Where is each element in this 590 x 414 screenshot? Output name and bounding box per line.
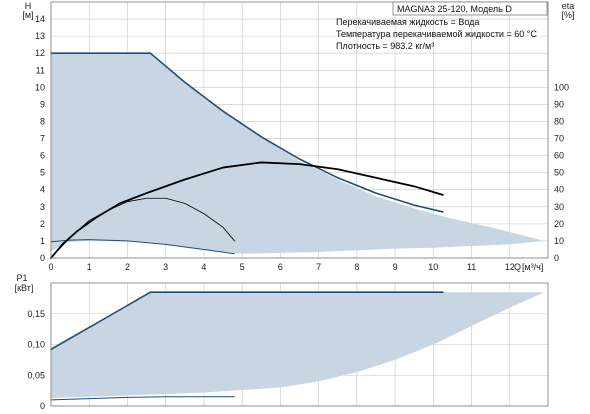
annotation-density: Плотность = 983.2 кг/м³ <box>336 41 434 51</box>
power-tick-label: 0,15 <box>27 309 45 319</box>
flow-axis-unit: [м³/ч] <box>522 262 543 272</box>
flow-tick-label: 11 <box>467 262 476 272</box>
head-tick-label: 2 <box>40 219 45 229</box>
flow-tick-label: 7 <box>316 262 321 272</box>
flow-tick-label: 2 <box>125 262 130 272</box>
head-tick-label: 6 <box>40 151 45 161</box>
eta-tick-label: 40 <box>554 185 564 195</box>
flow-tick-label: 3 <box>163 262 168 272</box>
head-axis-label: H <box>25 1 32 11</box>
head-tick-label: 3 <box>40 202 45 212</box>
head-tick-label: 10 <box>35 82 45 92</box>
flow-tick-label: 1 <box>87 262 92 272</box>
annotation-temperature: Температура перекачиваемой жидкости = 60… <box>336 29 537 39</box>
head-axis-unit: [м] <box>22 10 33 20</box>
head-tick-label: 0 <box>40 253 45 263</box>
max-efficiency-curve <box>50 161 444 259</box>
eta-tick-label: 20 <box>554 219 564 229</box>
bottom-plot-frame <box>50 282 549 407</box>
flow-tick-label: 4 <box>201 262 206 272</box>
power-axis-unit: [кВт] <box>15 283 34 293</box>
head-efficiency-panel: 0 1 2 3 4 5 6 7 8 9 10 11 12012345678910111213140102… <box>35 1 569 272</box>
head-tick-label: 11 <box>36 65 45 75</box>
head-tick-label: 1 <box>40 236 45 246</box>
flow-tick-label: 9 <box>393 262 398 272</box>
top-plot-frame <box>50 1 549 259</box>
flow-tick-label: 12 <box>505 262 515 272</box>
eta-axis-label: eta <box>562 1 575 11</box>
head-tick-label: 12 <box>35 48 45 58</box>
min-efficiency-curve <box>50 197 235 259</box>
power-area <box>51 292 545 399</box>
power-tick-label: 0 <box>40 401 45 411</box>
eta-tick-label: 90 <box>554 99 564 109</box>
annotation-fluid: Перекачиваемая жидкость = Вода <box>336 17 479 27</box>
eta-tick-label: 100 <box>554 82 569 92</box>
eta-tick-label: 10 <box>554 236 564 246</box>
head-tick-label: 9 <box>40 99 45 109</box>
head-tick-label: 8 <box>40 116 45 126</box>
head-tick-label: 4 <box>40 185 45 195</box>
max-power-curve <box>50 291 444 351</box>
operating-area <box>51 53 545 254</box>
flow-tick-label: 0 <box>48 262 53 272</box>
power-panel: 0 0,05 0,10 0,15 <box>27 282 549 411</box>
head-tick-label: 13 <box>35 31 45 41</box>
eta-tick-label: 70 <box>554 134 564 144</box>
eta-axis-unit: [%] <box>561 10 574 20</box>
flow-axis-label: Q <box>514 262 521 272</box>
flow-tick-label: 8 <box>354 262 359 272</box>
head-tick-label: 5 <box>40 168 45 178</box>
model-label: MAGNA3 25-120, Модель D <box>397 4 512 14</box>
min-power-curve <box>50 396 236 401</box>
eta-tick-label: 60 <box>554 151 564 161</box>
flow-tick-label: 10 <box>428 262 438 272</box>
power-tick-label: 0,05 <box>27 370 45 380</box>
eta-tick-label: 80 <box>554 116 564 126</box>
model-label-box <box>392 1 548 16</box>
max-head-curve <box>50 52 444 213</box>
head-tick-label: 7 <box>40 134 45 144</box>
eta-tick-label: 50 <box>554 168 564 178</box>
min-head-curve <box>50 239 236 255</box>
eta-tick-label: 0 <box>554 253 559 263</box>
head-tick-label: 14 <box>35 14 45 24</box>
flow-tick-label: 6 <box>278 262 283 272</box>
power-tick-label: 0,10 <box>27 340 45 350</box>
power-axis-label: P1 <box>16 273 27 283</box>
eta-tick-label: 30 <box>554 202 564 212</box>
flow-tick-label: 5 <box>240 262 245 272</box>
